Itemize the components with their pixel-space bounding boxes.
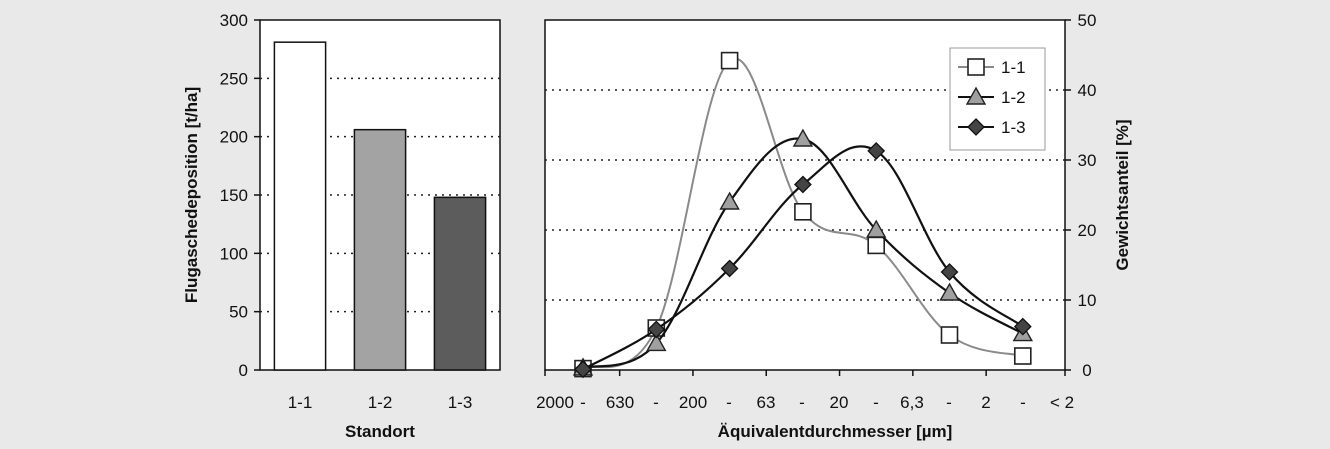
bar-x-tick-label: 1-3 [448, 393, 473, 412]
line-x-tick-label: 20 [830, 393, 849, 412]
line-x-tick-label: 630 [606, 393, 634, 412]
legend-item-1-3: 1-3 [958, 118, 1026, 137]
legend-item-1-2: 1-2 [958, 86, 1026, 107]
series-point-1-3 [574, 360, 592, 379]
bar-y-axis-title: Flugaschedeposition [t/ha] [182, 87, 201, 303]
series-point-1-2 [866, 219, 887, 238]
line-x-tick-label: - [580, 393, 586, 412]
line-y-tick-label: 50 [1078, 11, 1097, 30]
line-y-tick-label: 0 [1082, 361, 1091, 380]
series-point-1-2 [719, 191, 740, 210]
line-x-tick-label: - [946, 393, 952, 412]
line-gridlines [544, 19, 1071, 376]
line-x-tick-label: 200 [679, 393, 707, 412]
line-x-tick-label: - [873, 393, 879, 412]
series-point-1-2 [939, 282, 960, 301]
bar-x-tick-label: 1-2 [368, 393, 393, 412]
line-y-tick-label: 40 [1078, 81, 1097, 100]
bar-1-1 [273, 41, 327, 371]
line-y-tick-label: 20 [1078, 221, 1097, 240]
legend-label-1-1: 1-1 [1001, 58, 1026, 77]
line-y-tick-label: 30 [1078, 151, 1097, 170]
bar-y-tick-label: 300 [220, 11, 248, 30]
series-point-1-3 [793, 175, 812, 194]
series-point-1-3 [647, 320, 666, 339]
bar-marks [273, 41, 487, 371]
line-x-tick-label: 63 [757, 393, 776, 412]
line-y-axis-title: Gewichtsanteil [%] [1113, 119, 1132, 270]
series-point-1-2 [646, 332, 667, 352]
bar-x-axis-title: Standort [345, 422, 415, 441]
legend-label-1-2: 1-2 [1001, 88, 1026, 107]
series-point-1-3 [1013, 317, 1032, 336]
line-series [572, 51, 1033, 379]
line-x-tick-label: - [799, 393, 805, 412]
line-y-tick-labels: 0 10 20 30 40 50 [1078, 11, 1097, 380]
line-x-tick-label: - [653, 393, 659, 412]
bar-x-tick-label: 1-1 [288, 393, 313, 412]
legend-marker-1-1 [967, 58, 985, 76]
line-x-axis-title: Äquivalentdurchmesser [µm] [718, 422, 953, 441]
bar-y-tick-label: 150 [220, 186, 248, 205]
line-y-tick-label: 10 [1078, 291, 1097, 310]
legend-label-1-3: 1-3 [1001, 118, 1026, 137]
bar-y-tick-label: 50 [229, 303, 248, 322]
line-x-tick-label: 2 [981, 393, 990, 412]
legend-item-1-1: 1-1 [958, 58, 1026, 77]
series-point-1-1 [720, 51, 739, 70]
bar-1-3 [433, 196, 487, 371]
series-point-1-3 [940, 263, 959, 281]
series-point-1-3 [867, 141, 886, 160]
line-x-tick-label: 6,3 [900, 393, 924, 412]
series-point-1-1 [940, 326, 959, 344]
legend-box [949, 47, 1046, 151]
legend: 1-1 1-2 1-3 [949, 47, 1046, 151]
line-x-tick-label: - [1020, 393, 1026, 412]
legend-marker-1-2 [965, 86, 987, 105]
bar-chart: 0 50 100 150 200 250 300 1-1 1-2 1-3 Standort Fl… [182, 11, 501, 441]
bar-y-tick-label: 250 [220, 69, 248, 88]
series-point-1-1 [867, 236, 886, 255]
bar-y-tick-label: 100 [220, 244, 248, 263]
legend-marker-1-3 [967, 118, 985, 136]
line-x-tick-label: 2000 [536, 393, 574, 412]
bar-y-tick-label: 200 [220, 128, 248, 147]
series-point-1-1 [1013, 347, 1032, 365]
line-x-tick-labels: 2000-630-200-63-20-6,3-2- < 2 [536, 393, 1074, 412]
bar-1-2 [353, 128, 407, 371]
bar-y-tick-labels: 0 50 100 150 200 250 300 [220, 11, 248, 380]
series-1-3 [574, 141, 1032, 379]
series-point-1-1 [794, 203, 812, 221]
bar-y-tick-label: 0 [239, 361, 248, 380]
line-x-tick-label: - [726, 393, 732, 412]
series-point-1-3 [720, 259, 739, 278]
bar-x-tick-labels: 1-1 1-2 1-3 [288, 393, 473, 412]
series-point-1-2 [792, 128, 814, 147]
line-x-tick-label: < 2 [1050, 393, 1074, 412]
